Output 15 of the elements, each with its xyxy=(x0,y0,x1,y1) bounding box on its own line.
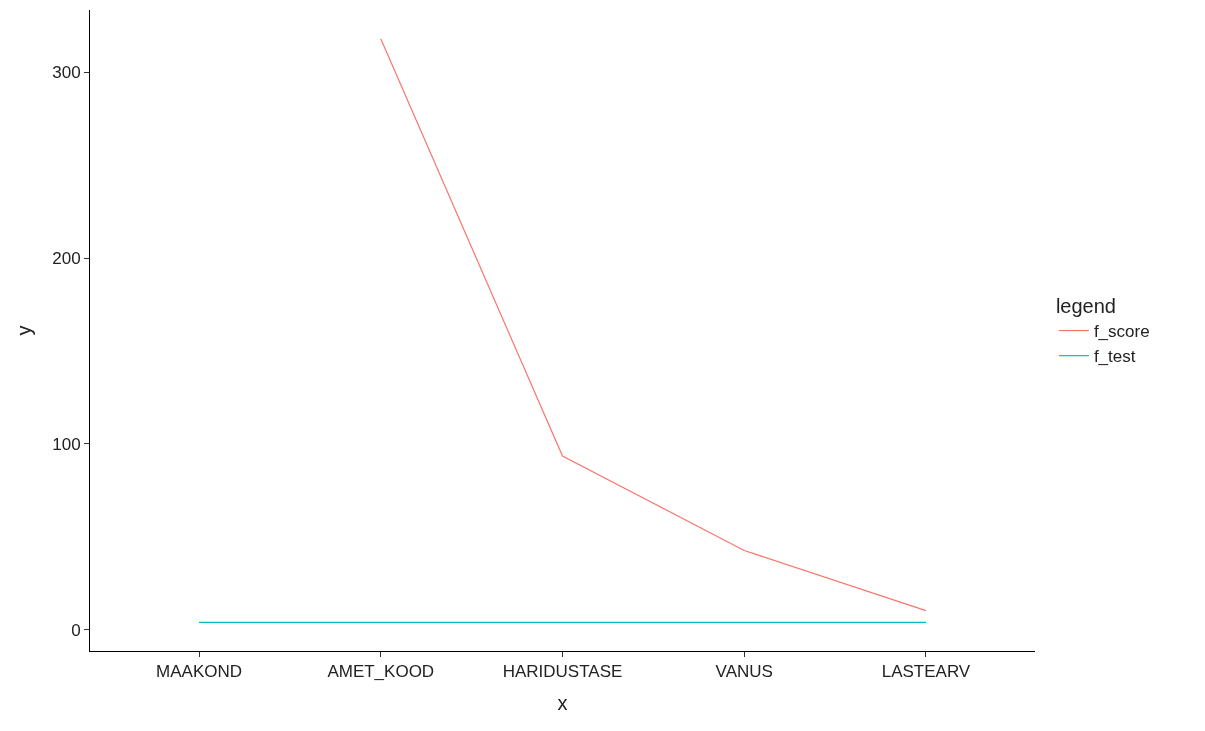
legend-label: f_score xyxy=(1093,322,1150,342)
y-axis-title: y xyxy=(12,325,35,336)
y-tick-label: 300 xyxy=(52,63,81,83)
x-axis-title: x xyxy=(557,691,568,714)
x-tick-label: AMET_KOOD xyxy=(327,662,435,682)
y-tick-label: 100 xyxy=(52,434,81,454)
y-tick-label: 200 xyxy=(52,249,81,269)
legend-label: f_test xyxy=(1093,347,1136,367)
x-tick-label: HARIDUSTASE xyxy=(502,662,623,682)
legend-title: legend xyxy=(1055,295,1116,317)
x-tick-label: MAAKOND xyxy=(156,662,243,682)
x-tick-label: VANUS xyxy=(715,662,773,682)
x-tick-label: LASTEARV xyxy=(881,662,971,682)
line-series xyxy=(380,38,927,612)
y-tick-label: 0 xyxy=(71,620,81,640)
